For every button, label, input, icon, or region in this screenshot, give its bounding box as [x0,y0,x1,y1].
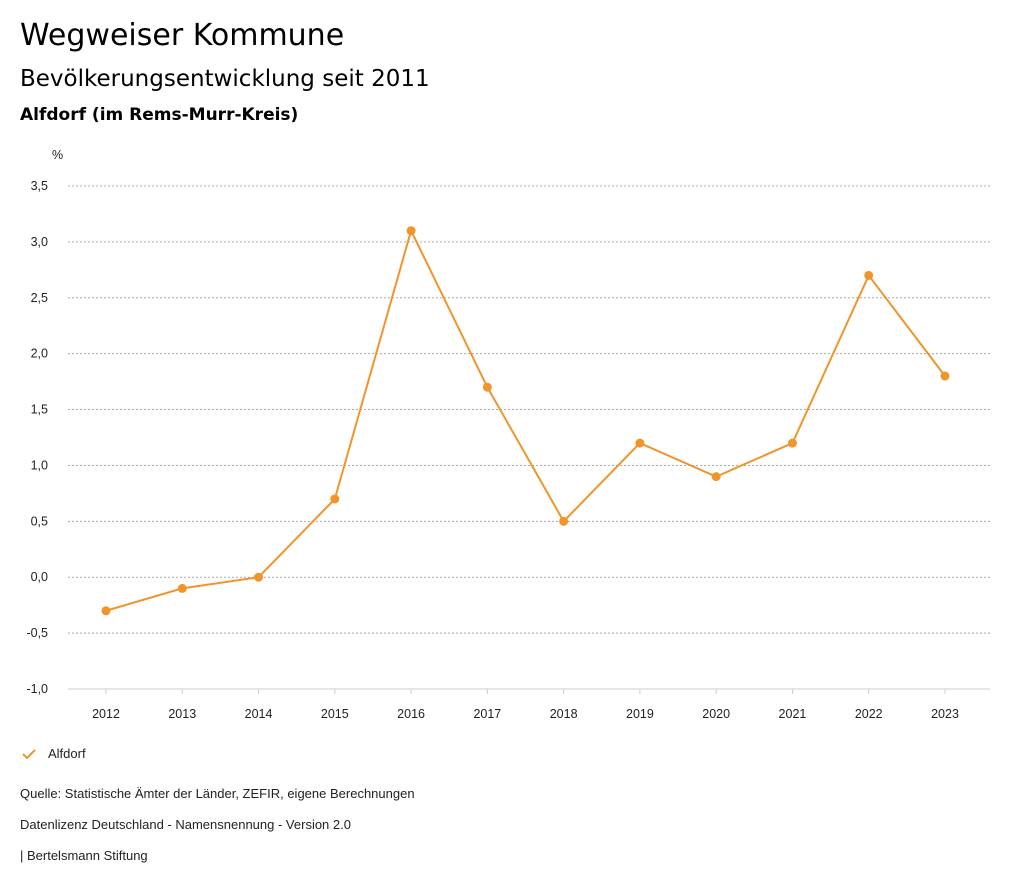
data-point[interactable] [864,270,874,280]
data-point[interactable] [101,606,111,616]
x-tick-label: 2018 [550,707,578,721]
y-tick-label: -1,0 [26,682,48,696]
y-tick-label: 1,0 [31,458,48,472]
x-tick-label: 2017 [473,707,501,721]
y-tick-label: 0,5 [31,514,48,528]
legend-label: Alfdorf [48,746,86,761]
data-point[interactable] [559,516,569,526]
license-note: Datenlizenz Deutschland - Namensnennung … [20,817,351,832]
x-tick-label: 2013 [168,707,196,721]
x-tick-label: 2015 [321,707,349,721]
x-tick-label: 2014 [245,707,273,721]
x-tick-label: 2021 [779,707,807,721]
data-point[interactable] [254,572,264,582]
x-tick-label: 2020 [702,707,730,721]
x-tick-label: 2016 [397,707,425,721]
line-chart: % 3,5 3,0 2,5 2,0 1,5 1,0 0,5 0,0 -0,5 -1,0 2012 20… [26,148,990,721]
y-tick-label: 3,5 [31,179,48,193]
data-point[interactable] [482,382,492,392]
data-point[interactable] [406,226,416,236]
region-label: Alfdorf (im Rems-Murr-Kreis) [20,105,299,125]
page-title: Wegweiser Kommune [20,18,345,53]
chart-subtitle: Bevölkerungsentwicklung seit 2011 [20,66,430,92]
data-point[interactable] [787,438,797,448]
x-tick-label: 2012 [92,707,120,721]
y-tick-label: 3,0 [31,235,48,249]
y-tick-label: 2,0 [31,347,48,361]
data-point[interactable] [635,438,645,448]
check-icon [22,748,36,759]
credit-note: | Bertelsmann Stiftung [20,848,148,863]
data-point[interactable] [177,583,187,593]
data-point[interactable] [711,472,721,482]
x-tick-label: 2023 [931,707,959,721]
legend-item-alfdorf[interactable]: Alfdorf [22,746,86,761]
y-tick-label: 1,5 [31,403,48,417]
y-tick-label: 0,0 [31,570,48,584]
y-axis-unit: % [52,148,63,162]
y-tick-label: 2,5 [31,291,48,305]
data-point[interactable] [940,371,950,381]
data-point[interactable] [330,494,340,504]
x-tick-label: 2022 [855,707,883,721]
x-tick-label: 2019 [626,707,654,721]
source-note: Quelle: Statistische Ämter der Länder, Z… [20,786,415,801]
y-tick-label: -0,5 [26,626,48,640]
series-line-alfdorf [105,227,946,612]
